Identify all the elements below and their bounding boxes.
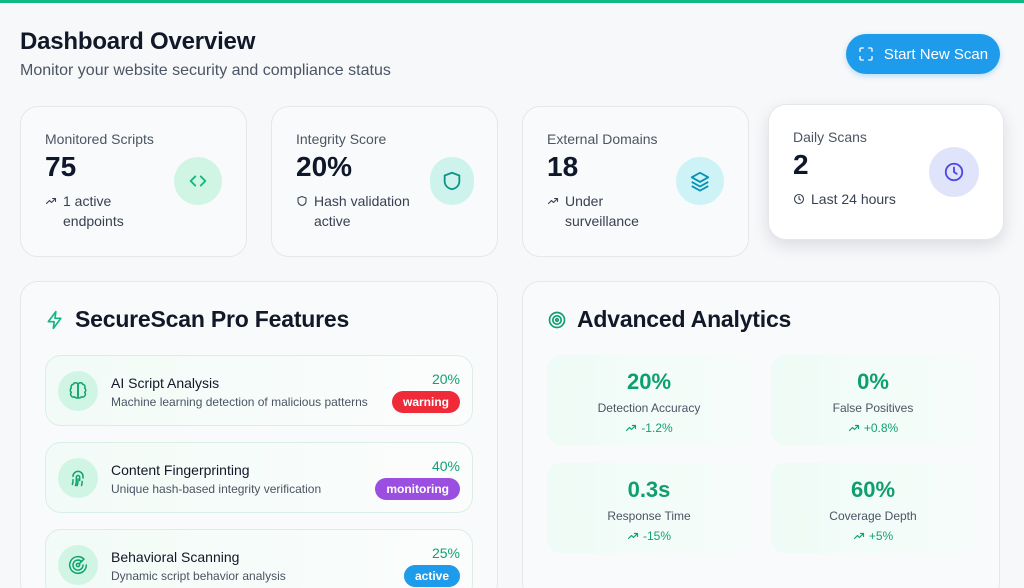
brain-icon [69,382,87,399]
stat-icon-badge [430,157,474,205]
clock-small-icon [793,193,805,205]
stat-card-daily-scans: Daily Scans 2 Last 24 hours [768,104,1004,240]
metric-change-text: +0.8% [863,421,899,435]
layers-icon [690,171,710,192]
feature-description: Dynamic script behavior analysis [111,569,286,583]
stat-icon-badge [174,157,222,205]
status-badge-warning: warning [391,391,460,413]
feature-item-content-fingerprinting[interactable]: Content Fingerprinting Unique hash-based… [45,442,473,513]
features-panel: SecureScan Pro Features AI Script Analys… [20,281,498,588]
lightning-icon [47,310,62,329]
stat-value: 20% [296,151,353,182]
metric-change: +5% [771,529,975,543]
stat-sub: Last 24 hours [793,189,943,209]
analytics-panel-title: Advanced Analytics [547,306,791,333]
features-panel-title: SecureScan Pro Features [45,306,349,333]
stat-icon-badge [676,157,724,205]
metric-change-text: -15% [642,529,671,543]
stat-sub: Under surveillance [547,191,667,231]
analytics-panel-title-text: Advanced Analytics [577,306,792,332]
stat-sub: Hash validation active [296,191,416,231]
clock-icon [944,162,964,182]
stat-card-external-domains: External Domains 18 Under surveillance [522,106,749,257]
metric-change-text: -1.2% [641,421,673,435]
metric-label: False Positives [832,401,914,415]
metric-label: Coverage Depth [829,509,917,523]
metric-value: 0.3s [627,477,671,502]
feature-description: Machine learning detection of malicious … [111,395,368,409]
feature-percentage: 20% [431,371,460,387]
stat-label: Monitored Scripts [45,131,154,147]
stat-value: 18 [547,151,579,182]
status-badge-monitoring: monitoring [375,478,460,500]
stat-label: Integrity Score [296,131,387,147]
stat-label: External Domains [547,131,658,147]
feature-percentage: 25% [431,545,460,561]
stat-label: Daily Scans [793,129,867,145]
page-subtitle: Monitor your website security and compli… [20,62,391,79]
metric-false-positives: 0% False Positives +0.8% [771,355,975,445]
stat-value: 2 [793,149,809,180]
metric-value: 0% [857,369,889,394]
feature-icon-badge [58,458,98,498]
top-accent-bar [0,0,1024,3]
metric-coverage-depth: 60% Coverage Depth +5% [771,463,975,553]
metric-response-time: 0.3s Response Time -15% [547,463,751,553]
metric-label: Detection Accuracy [597,401,701,415]
trending-up-icon [626,424,637,432]
status-badge-active: active [403,565,460,587]
metric-value: 60% [850,477,896,502]
stat-value: 75 [45,151,77,182]
feature-item-behavioral-scanning[interactable]: Behavioral Scanning Dynamic script behav… [45,529,473,588]
trending-up-icon [853,532,864,540]
feature-name: Behavioral Scanning [111,549,240,565]
radar-icon [68,555,88,575]
start-new-scan-label: Start New Scan [883,45,989,63]
stat-sub-text: Last 24 hours [811,191,896,207]
stat-card-integrity-score: Integrity Score 20% Hash validation acti… [271,106,498,257]
start-new-scan-button[interactable]: Start New Scan [846,34,1000,74]
stat-sub: 1 active endpoints [45,191,165,231]
feature-name: AI Script Analysis [111,375,220,391]
metric-change: -15% [547,529,751,543]
scan-frame-icon [859,47,873,61]
analytics-panel: Advanced Analytics 20% Detection Accurac… [522,281,1000,588]
metric-detection-accuracy: 20% Detection Accuracy -1.2% [547,355,751,445]
feature-percentage: 40% [431,458,460,474]
trending-up-icon [627,532,639,540]
metric-value: 20% [626,369,672,394]
stat-card-monitored-scripts: Monitored Scripts 75 1 active endpoints [20,106,247,257]
stat-sub-text: 1 active endpoints [63,193,124,229]
code-icon [189,175,207,187]
shield-icon [443,171,461,191]
trending-up-icon [848,424,859,432]
metric-change: +0.8% [771,421,975,435]
trending-up-icon [547,197,559,205]
stat-sub-text: Hash validation active [314,193,410,229]
feature-icon-badge [58,371,98,411]
fingerprint-icon [71,470,84,487]
target-icon [548,311,566,328]
stat-sub-text: Under surveillance [565,193,639,229]
metric-change-text: +5% [868,529,894,543]
page-header: Dashboard Overview Monitor your website … [20,28,391,80]
metric-label: Response Time [607,509,691,523]
feature-icon-badge [58,545,98,585]
trending-up-icon [45,197,57,205]
shield-small-icon [297,195,307,207]
metric-change: -1.2% [547,421,751,435]
feature-name: Content Fingerprinting [111,462,250,478]
feature-item-ai-script-analysis[interactable]: AI Script Analysis Machine learning dete… [45,355,473,426]
feature-description: Unique hash-based integrity verification [111,482,322,496]
stat-icon-badge [929,147,979,197]
features-panel-title-text: SecureScan Pro Features [75,306,350,332]
page-title: Dashboard Overview [20,28,256,55]
